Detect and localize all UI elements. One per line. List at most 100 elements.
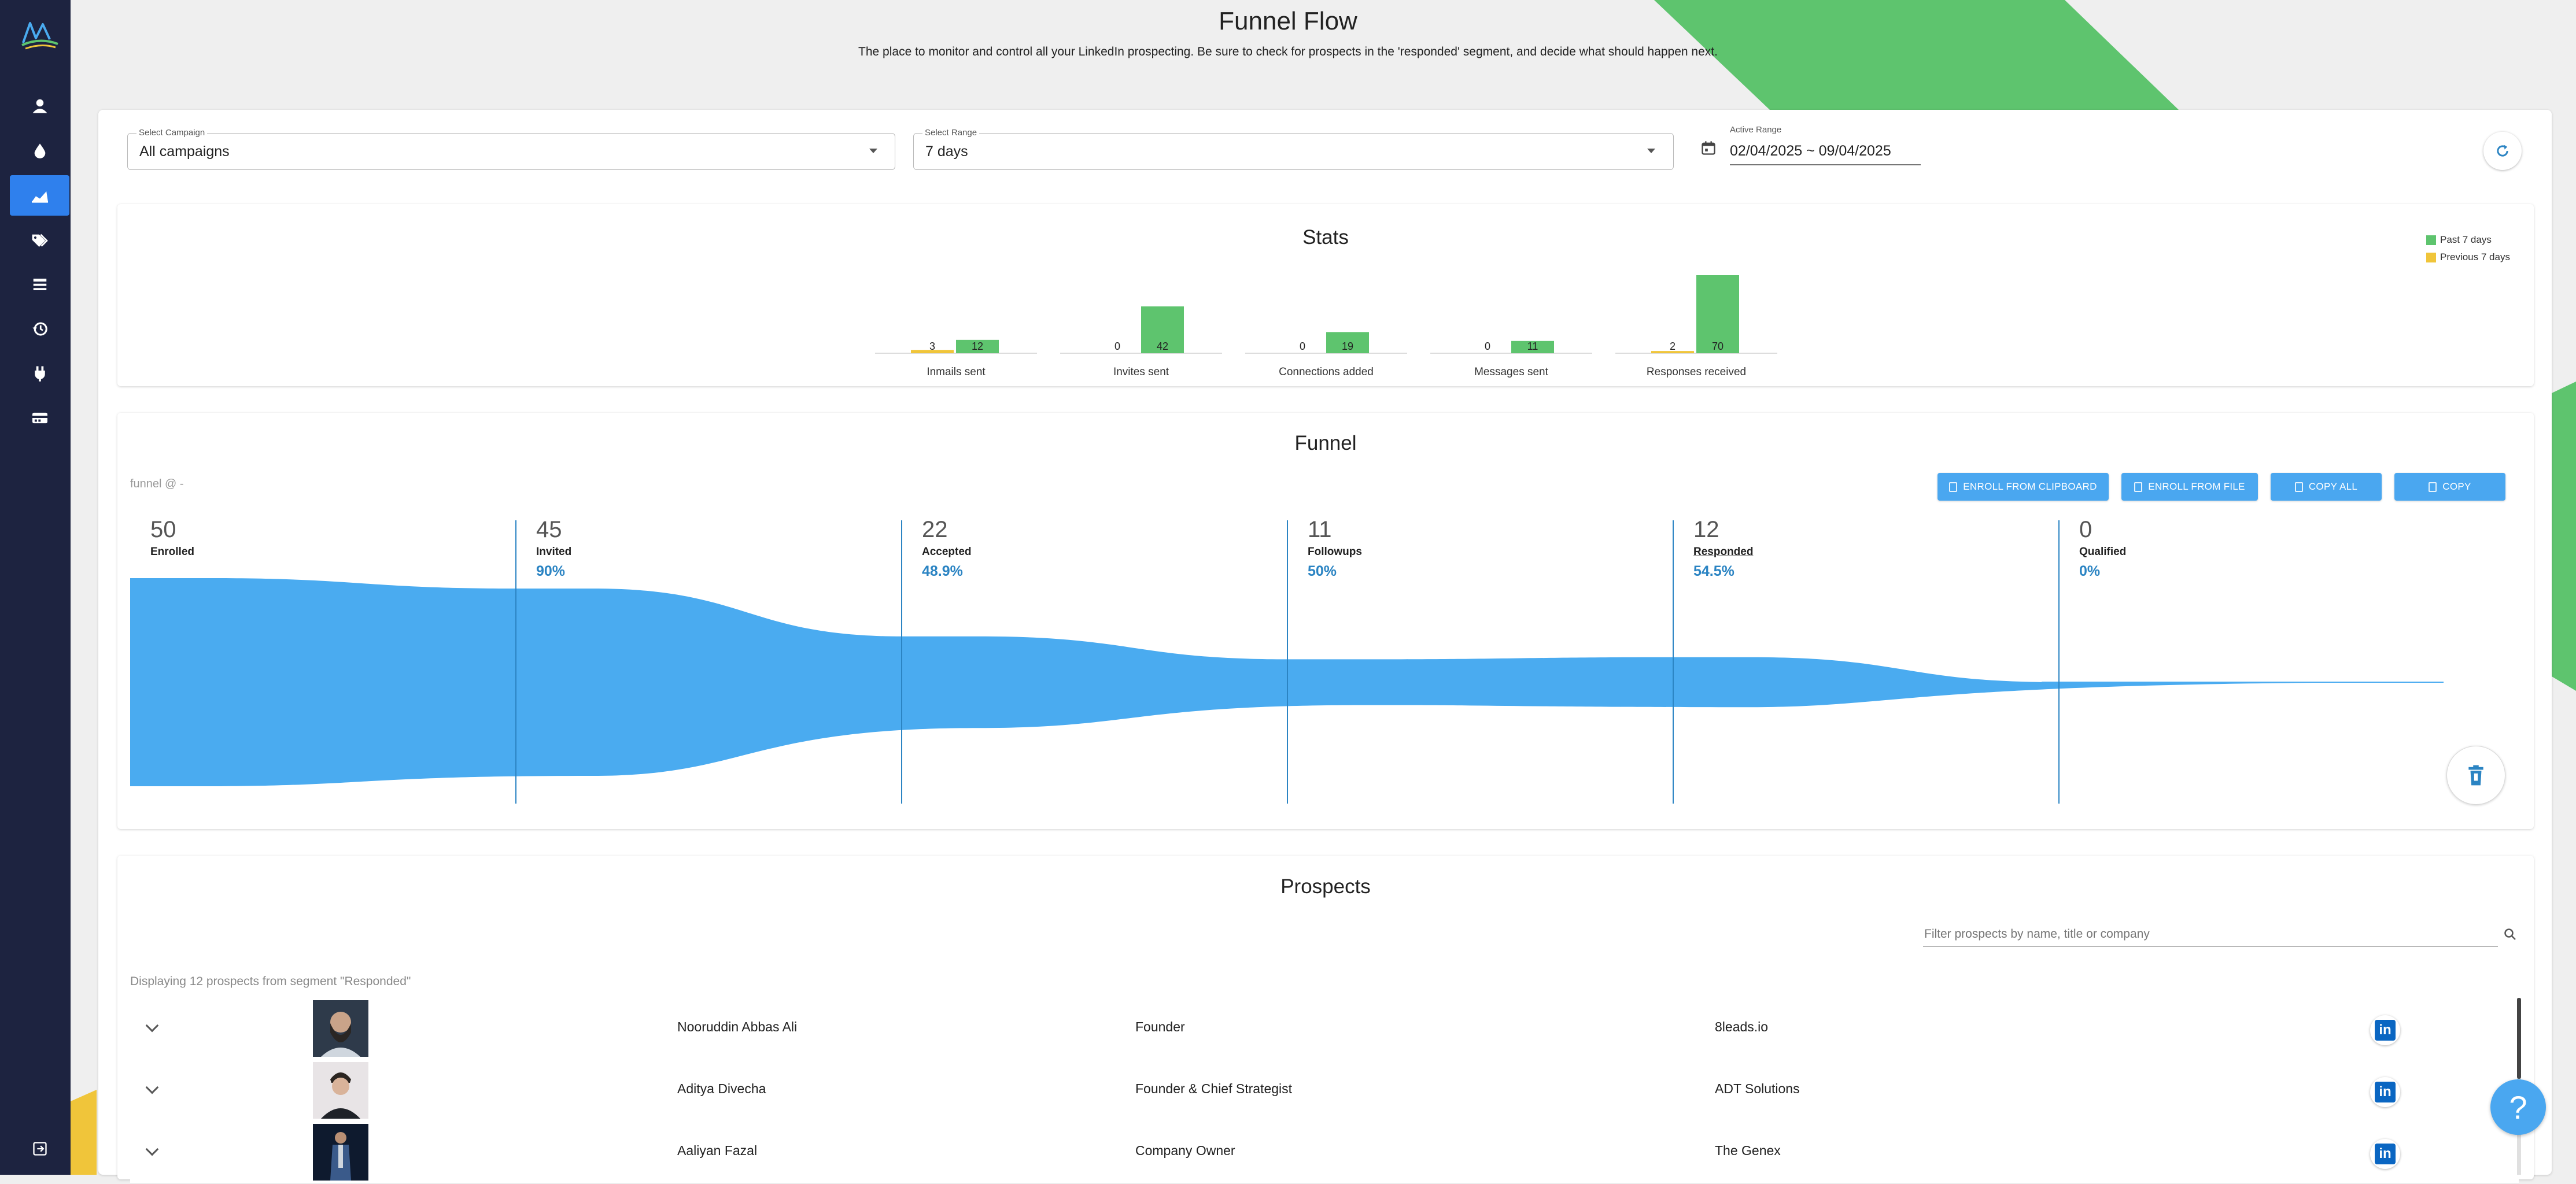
stage-name: Accepted bbox=[922, 546, 972, 558]
legend-swatch-previous bbox=[2426, 253, 2436, 263]
prospect-title: Founder & Chief Strategist bbox=[1135, 1081, 1293, 1096]
copy-icon bbox=[2294, 482, 2303, 492]
funnel-stage-invited[interactable]: 45 Invited 90% bbox=[536, 518, 571, 580]
legend-item-past: Past 7 days bbox=[2426, 234, 2492, 246]
legend-label-previous: Previous 7 days bbox=[2440, 251, 2510, 262]
prospects-caption: Displaying 12 prospects from segment "Re… bbox=[130, 975, 411, 988]
chevron-down-icon bbox=[1647, 149, 1655, 153]
campaign-select-label: Select Campaign bbox=[136, 128, 208, 138]
bar-value-label: 11 bbox=[1527, 341, 1538, 352]
prospect-title: Company Owner bbox=[1135, 1143, 1235, 1158]
funnel-stage-enrolled[interactable]: 50 Enrolled bbox=[150, 518, 194, 558]
logout-button[interactable] bbox=[10, 1128, 69, 1169]
refresh-icon bbox=[2497, 145, 2508, 157]
stage-name: Enrolled bbox=[150, 546, 195, 558]
copy-all-label: COPY ALL bbox=[2308, 481, 2358, 492]
category-label: Invites sent bbox=[1113, 366, 1169, 378]
bar-value-label: 19 bbox=[1342, 341, 1353, 352]
logo-icon bbox=[21, 22, 58, 50]
refresh-button[interactable] bbox=[2483, 132, 2522, 170]
linkedin-button[interactable]: in bbox=[2370, 1015, 2400, 1045]
sidebar-item-integrations[interactable] bbox=[10, 353, 69, 394]
stats-chart: 3 12 Inmails sent 0 42 Invites sent 0 19 Connect… bbox=[875, 275, 1777, 378]
prospect-title: Founder bbox=[1135, 1019, 1185, 1034]
funnel-chart bbox=[130, 520, 2444, 804]
stage-count: 11 bbox=[1308, 517, 1332, 542]
scrollbar-thumb[interactable] bbox=[2517, 998, 2521, 1079]
funnel-title: Funnel bbox=[1294, 432, 1357, 454]
bar-value-label: 0 bbox=[1485, 341, 1490, 352]
sidebar-item-lists[interactable] bbox=[10, 264, 69, 305]
bar-value-label: 70 bbox=[1712, 341, 1724, 352]
bar-value-label: 0 bbox=[1300, 341, 1305, 352]
file-icon bbox=[2134, 482, 2143, 492]
enroll-clipboard-button[interactable]: ENROLL FROM CLIPBOARD bbox=[1937, 473, 2109, 501]
card-icon bbox=[32, 412, 47, 424]
stage-name: Qualified bbox=[2079, 546, 2127, 558]
sidebar-item-prospects[interactable] bbox=[10, 86, 69, 126]
active-range-underline bbox=[1730, 164, 1921, 165]
funnel-stage-accepted[interactable]: 22 Accepted 48.9% bbox=[922, 518, 972, 580]
table-row[interactable]: Aaliyan Fazal Company Owner The Genex in bbox=[130, 1122, 2519, 1184]
copy-label: COPY bbox=[2442, 481, 2471, 492]
sidebar-item-history[interactable] bbox=[10, 309, 69, 349]
copy-all-button[interactable]: COPY ALL bbox=[2271, 473, 2382, 501]
bar-past bbox=[1326, 332, 1369, 353]
linkedin-icon: in bbox=[2375, 1020, 2396, 1041]
prospect-company: The Genex bbox=[1715, 1143, 1781, 1158]
stage-name: Responded bbox=[1693, 546, 1754, 558]
page-subtitle: The place to monitor and control all you… bbox=[858, 45, 1718, 58]
clipboard-icon bbox=[1949, 482, 1958, 492]
bar-value-label: 2 bbox=[1670, 341, 1675, 352]
tags-icon bbox=[32, 234, 48, 247]
legend-label-past: Past 7 days bbox=[2440, 234, 2492, 245]
linkedin-button[interactable]: in bbox=[2370, 1077, 2400, 1107]
prospect-name: Aaliyan Fazal bbox=[677, 1143, 758, 1158]
campaign-select-value: All campaigns bbox=[139, 143, 230, 160]
funnel-stage-followups[interactable]: 11 Followups 50% bbox=[1308, 518, 1362, 580]
funnel-stage-responded[interactable]: 12 Responded 54.5% bbox=[1693, 518, 1753, 580]
category-label: Messages sent bbox=[1474, 366, 1549, 378]
stage-name: Followups bbox=[1308, 546, 1362, 558]
enroll-file-button[interactable]: ENROLL FROM FILE bbox=[2121, 473, 2258, 501]
sidebar-item-tags[interactable] bbox=[10, 220, 69, 260]
expand-chevron-icon[interactable] bbox=[145, 1019, 159, 1033]
delete-funnel-button[interactable] bbox=[2446, 746, 2505, 805]
bar-value-label: 42 bbox=[1157, 341, 1168, 352]
active-range-input[interactable]: 02/04/2025 ~ 09/04/2025 bbox=[1730, 143, 1891, 159]
table-row[interactable]: Nooruddin Abbas Ali Founder 8leads.io in bbox=[130, 998, 2519, 1060]
sidebar-item-funnel[interactable] bbox=[10, 175, 69, 216]
bar-past bbox=[1696, 275, 1739, 353]
copy-icon bbox=[2429, 482, 2437, 492]
campaign-select[interactable]: All campaigns bbox=[127, 133, 895, 170]
bar-value-label: 0 bbox=[1114, 341, 1120, 352]
sidebar-item-drops[interactable] bbox=[10, 130, 69, 171]
bar-previous bbox=[911, 350, 954, 353]
stage-count: 12 bbox=[1693, 517, 1719, 542]
plug-icon bbox=[34, 366, 45, 382]
expand-chevron-icon[interactable] bbox=[145, 1081, 159, 1094]
search-icon bbox=[2504, 928, 2516, 940]
prospects-title: Prospects bbox=[1280, 875, 1371, 898]
linkedin-button[interactable]: in bbox=[2370, 1139, 2400, 1169]
active-range-label: Active Range bbox=[1730, 125, 1782, 135]
prospect-name: Nooruddin Abbas Ali bbox=[677, 1019, 798, 1034]
help-button[interactable]: ? bbox=[2490, 1079, 2546, 1135]
chevron-down-icon bbox=[869, 149, 877, 153]
copy-button[interactable]: COPY bbox=[2394, 473, 2505, 501]
table-row[interactable]: Aditya Divecha Founder & Chief Strategis… bbox=[130, 1060, 2519, 1122]
trash-icon bbox=[2468, 765, 2483, 786]
stage-percentage: 50% bbox=[1308, 563, 1337, 579]
funnel-stage-qualified[interactable]: 0 Qualified 0% bbox=[2079, 518, 2126, 580]
drop-icon bbox=[34, 143, 45, 158]
expand-chevron-icon[interactable] bbox=[145, 1142, 159, 1156]
legend-item-previous: Previous 7 days bbox=[2426, 251, 2510, 263]
range-select-value: 7 days bbox=[925, 143, 968, 160]
bar-past bbox=[1141, 306, 1184, 353]
prospect-filter-input[interactable] bbox=[1923, 922, 2498, 947]
range-select[interactable]: 7 days bbox=[913, 133, 1674, 170]
linkedin-icon: in bbox=[2375, 1144, 2396, 1164]
legend-swatch-past bbox=[2426, 235, 2436, 246]
avatar bbox=[313, 1124, 368, 1181]
sidebar-item-billing[interactable] bbox=[10, 398, 69, 438]
